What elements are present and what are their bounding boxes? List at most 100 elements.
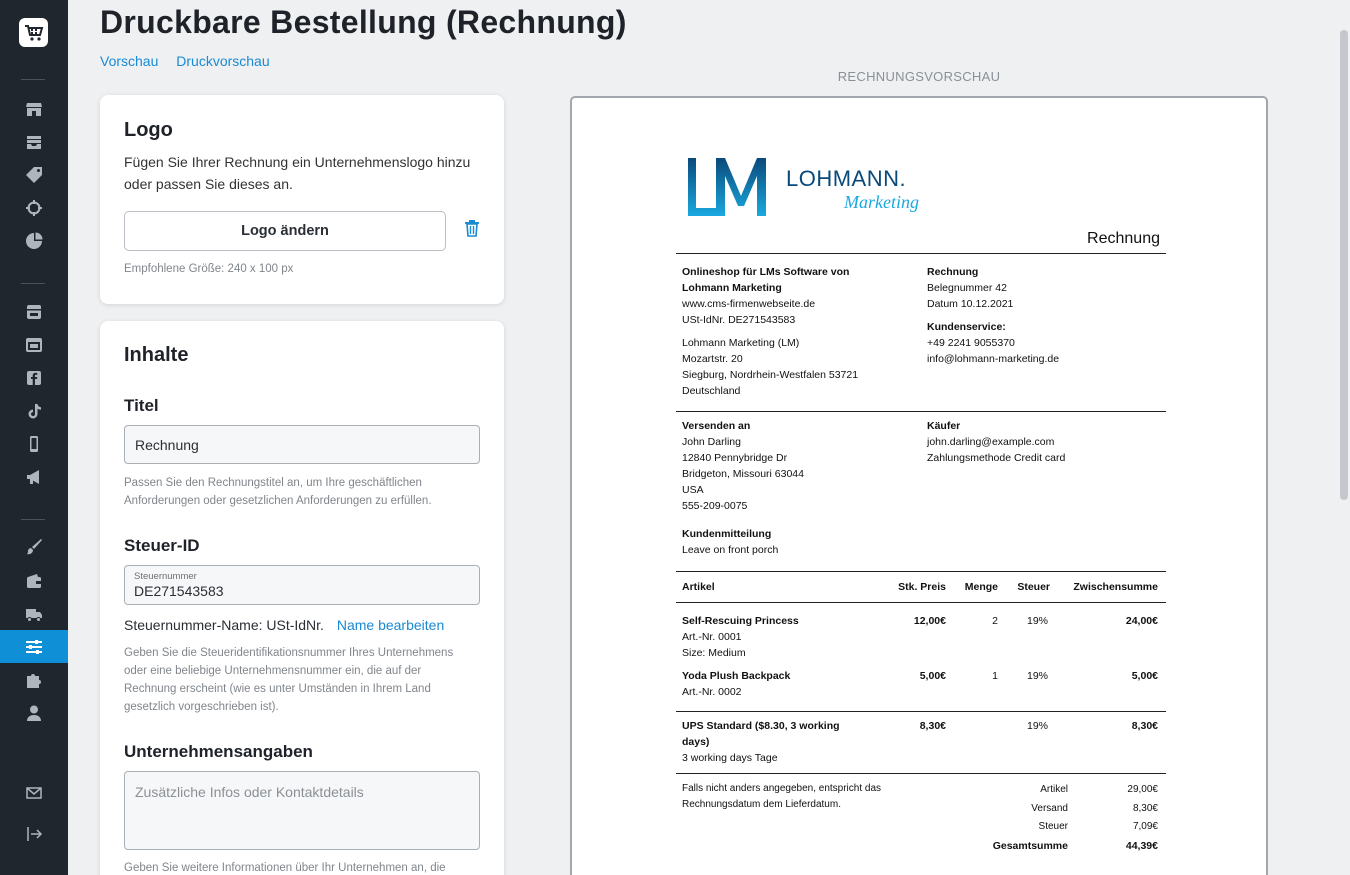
puzzle-icon — [27, 673, 41, 688]
rule — [676, 411, 1166, 412]
facebook-icon — [27, 370, 41, 385]
logo-card-description: Fügen Sie Ihrer Rechnung ein Unternehmen… — [124, 154, 471, 192]
item-tax: 19% — [1026, 670, 1048, 682]
seller-address-line: Lohmann Marketing (LM) — [682, 337, 800, 349]
company-details-textarea[interactable]: Zusätzliche Infos oder Kontaktdetails — [124, 771, 480, 850]
megaphone-icon — [27, 469, 39, 484]
sidebar-item-shipping[interactable] — [0, 597, 68, 630]
seller-vat: USt-IdNr. DE271543583 — [682, 314, 796, 326]
sidebar-item-settings[interactable] — [0, 630, 68, 663]
rule — [676, 773, 1166, 774]
tax-id-value: DE271543583 — [134, 583, 224, 599]
sidebar — [0, 0, 68, 875]
sidebar-item-products[interactable] — [0, 158, 68, 191]
sidebar-item-website[interactable] — [0, 328, 68, 361]
sidebar-item-marketing[interactable] — [0, 191, 68, 224]
sidebar-item-mobile[interactable] — [0, 427, 68, 460]
preview-label: RECHNUNGSVORSCHAU — [837, 69, 1001, 84]
shop-logo-icon[interactable] — [19, 18, 48, 47]
ship-to-city: Bridgeton, Missouri 63044 — [682, 468, 804, 480]
ship-to-country: USA — [682, 484, 704, 496]
item-price: 12,00€ — [913, 615, 946, 627]
service-phone: +49 2241 9055370 — [927, 337, 1015, 349]
invoice-title-input[interactable]: Rechnung — [124, 425, 480, 464]
ship-to-street: 12840 Pennybridge Dr — [682, 452, 788, 464]
item-subtotal: 5,00€ — [1131, 670, 1158, 682]
item-name: Yoda Plush Backpack — [682, 670, 791, 682]
sidebar-item-messages[interactable] — [0, 776, 68, 809]
table-row: Self-Rescuing Princess Art.-Nr. 0001 Siz… — [682, 613, 882, 661]
trash-icon[interactable] — [464, 219, 484, 241]
item-name: Self-Rescuing Princess — [682, 615, 799, 627]
sidebar-divider — [21, 79, 45, 80]
sidebar-item-design[interactable] — [0, 530, 68, 563]
logo-text-main: LOHMANN. — [786, 166, 907, 191]
col-header-tax: Steuer — [1017, 581, 1050, 593]
sidebar-item-account[interactable] — [0, 696, 68, 729]
content-card: Inhalte Titel Rechnung Passen Sie den Re… — [100, 321, 504, 875]
rule — [676, 602, 1166, 603]
sidebar-item-online-store[interactable] — [0, 295, 68, 328]
buyer-heading: Käufer — [927, 420, 961, 432]
ship-to-name: John Darling — [682, 436, 741, 448]
shipping-price: 8,30€ — [919, 720, 946, 732]
logo-card-title: Logo — [124, 119, 173, 141]
item-sku: Art.-Nr. 0001 — [682, 631, 742, 643]
totals-tax-value: 7,09€ — [1132, 821, 1158, 832]
item-price: 5,00€ — [919, 670, 946, 682]
invoice-info-block: Rechnung Belegnummer 42 Datum 10.12.2021… — [927, 264, 1157, 367]
shipping-subtotal: 8,30€ — [1131, 720, 1158, 732]
sidebar-divider — [21, 283, 45, 284]
tax-id-input[interactable]: Steuernummer DE271543583 — [124, 565, 480, 605]
sidebar-item-store[interactable] — [0, 92, 68, 125]
change-logo-button[interactable]: Logo ändern — [124, 211, 446, 251]
page-title: Druckbare Bestellung (Rechnung) — [100, 4, 627, 40]
item-subtotal: 24,00€ — [1125, 615, 1158, 627]
sidebar-item-ads[interactable] — [0, 460, 68, 493]
edit-tax-name-link[interactable]: Name bearbeiten — [336, 617, 445, 633]
invoice-number: Belegnummer 42 — [927, 282, 1007, 294]
item-qty: 1 — [992, 670, 998, 682]
pie-chart-icon — [26, 232, 43, 249]
buyer-payment-method: Zahlungsmethode Credit card — [927, 452, 1066, 464]
seller-block: Onlineshop für LMs Software von Lohmann … — [682, 264, 882, 399]
mobile-phone-icon — [30, 435, 38, 452]
crosshair-icon — [26, 199, 42, 216]
ship-to-phone: 555-209-0075 — [682, 500, 748, 512]
company-logo-image: LOHMANN. Marketing — [686, 154, 926, 220]
page-scrollbar[interactable] — [1340, 30, 1348, 500]
sidebar-item-logout[interactable] — [0, 817, 68, 850]
col-header-item: Artikel — [682, 581, 715, 593]
shipping-name: days) — [682, 736, 710, 748]
sidebar-item-payment[interactable] — [0, 564, 68, 597]
truck-icon — [26, 608, 42, 622]
sidebar-item-tiktok[interactable] — [0, 394, 68, 427]
seller-name: Onlineshop für LMs Software von Lohmann … — [682, 266, 850, 294]
tax-section-heading: Steuer-ID — [124, 536, 200, 555]
store-icon — [26, 102, 42, 116]
item-option: Size: Medium — [682, 647, 746, 659]
tag-icon — [26, 166, 42, 183]
totals-shipping-value: 8,30€ — [1132, 803, 1158, 814]
envelope-icon — [26, 786, 42, 799]
seller-address-line: Mozartstr. 20 — [682, 353, 743, 365]
sidebar-item-reports[interactable] — [0, 224, 68, 257]
sidebar-item-orders[interactable] — [0, 125, 68, 158]
shipping-name: UPS Standard ($8.30, 3 working — [682, 720, 840, 732]
sidebar-item-apps[interactable] — [0, 663, 68, 696]
inbox-icon — [27, 135, 41, 149]
seller-address-line: Siegburg, Nordrhein-Westfalen 53721 — [682, 369, 859, 381]
title-help-text: Passen Sie den Rechnungstitel an, um Ihr… — [124, 477, 432, 507]
storefront-icon — [27, 304, 41, 319]
sidebar-item-facebook[interactable] — [0, 361, 68, 394]
preview-link[interactable]: Vorschau — [100, 53, 159, 69]
tax-id-field-label: Steuernummer — [134, 571, 197, 582]
totals-shipping-label: Versand — [1031, 803, 1068, 814]
sidebar-divider — [21, 519, 45, 520]
invoice-info-heading: Rechnung — [927, 266, 979, 278]
tiktok-icon — [28, 403, 41, 418]
item-qty: 2 — [992, 615, 998, 627]
ship-to-block: Versenden an John Darling 12840 Pennybri… — [682, 418, 902, 558]
shipping-detail: 3 working days Tage — [682, 752, 778, 764]
print-preview-link[interactable]: Druckvorschau — [176, 53, 270, 69]
